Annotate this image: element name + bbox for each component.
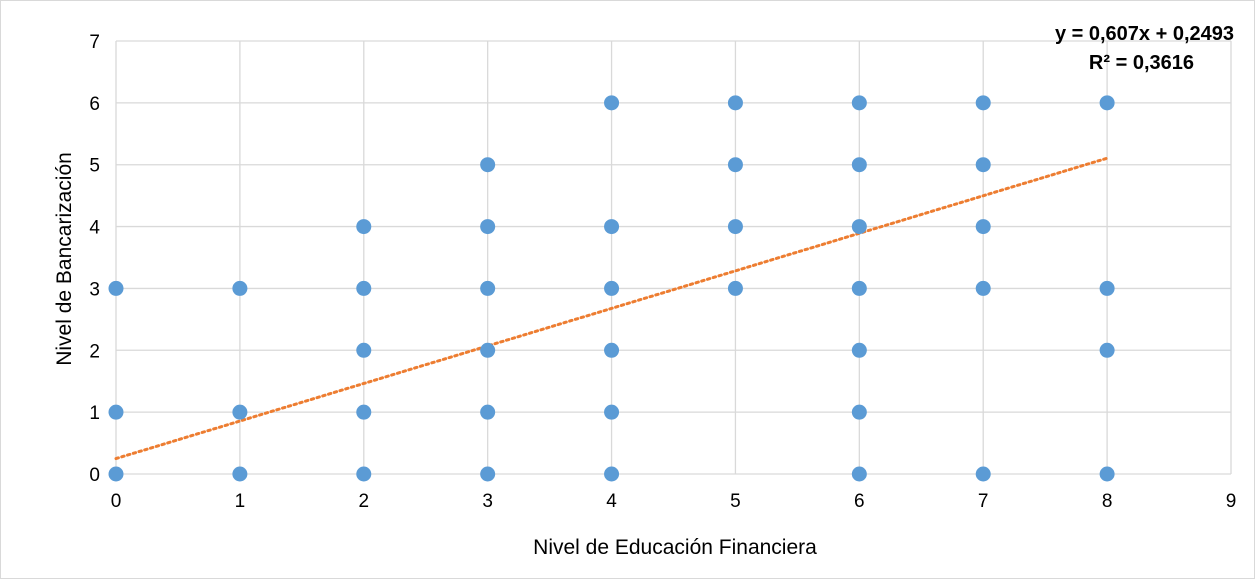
data-point xyxy=(232,404,248,420)
data-point xyxy=(975,280,991,296)
data-point xyxy=(851,280,867,296)
data-points xyxy=(108,95,1115,482)
data-point xyxy=(356,342,372,358)
y-tick-label: 2 xyxy=(89,341,100,362)
linear-trendline xyxy=(114,156,1109,461)
data-point xyxy=(975,95,991,111)
data-point xyxy=(1099,342,1115,358)
y-axis-ticks: 0 1 2 3 4 5 6 7 xyxy=(89,32,100,486)
y-axis-title: Nivel de Bancarización xyxy=(53,152,76,366)
x-tick-label: 6 xyxy=(854,491,865,512)
trendline-layer xyxy=(114,156,1109,461)
data-point xyxy=(727,219,743,235)
data-point xyxy=(356,219,372,235)
data-point xyxy=(356,280,372,296)
data-point xyxy=(727,95,743,111)
x-tick-label: 0 xyxy=(111,491,122,512)
x-axis-ticks: 0 1 2 3 4 5 6 7 8 9 xyxy=(111,491,1237,512)
data-point xyxy=(851,219,867,235)
data-point xyxy=(480,280,496,296)
data-point xyxy=(604,466,620,482)
data-point xyxy=(108,280,124,296)
data-point xyxy=(604,404,620,420)
x-tick-label: 3 xyxy=(482,491,493,512)
data-point xyxy=(851,95,867,111)
data-point xyxy=(232,466,248,482)
x-axis-title: Nivel de Educación Financiera xyxy=(533,536,817,559)
data-point xyxy=(727,280,743,296)
data-point xyxy=(356,466,372,482)
data-point xyxy=(480,404,496,420)
data-point xyxy=(356,404,372,420)
data-point xyxy=(1099,95,1115,111)
data-point xyxy=(108,404,124,420)
data-point xyxy=(604,342,620,358)
y-tick-label: 0 xyxy=(89,465,100,486)
x-tick-label: 4 xyxy=(606,491,617,512)
data-point xyxy=(604,219,620,235)
data-point xyxy=(604,280,620,296)
data-point xyxy=(975,157,991,173)
data-point xyxy=(851,466,867,482)
data-point xyxy=(604,95,620,111)
x-tick-label: 7 xyxy=(978,491,989,512)
data-point xyxy=(851,404,867,420)
data-point xyxy=(108,466,124,482)
data-point xyxy=(851,342,867,358)
data-point xyxy=(480,342,496,358)
y-tick-label: 5 xyxy=(89,156,100,177)
data-point xyxy=(975,219,991,235)
y-tick-label: 3 xyxy=(89,279,100,300)
y-tick-label: 6 xyxy=(89,94,100,115)
data-point xyxy=(851,157,867,173)
data-point xyxy=(480,157,496,173)
data-point xyxy=(727,157,743,173)
trendline-equation: y = 0,607x + 0,2493 xyxy=(1055,23,1234,45)
data-point xyxy=(975,466,991,482)
data-point xyxy=(1099,280,1115,296)
data-point xyxy=(232,280,248,296)
y-tick-label: 7 xyxy=(89,32,100,53)
data-point xyxy=(480,219,496,235)
data-point xyxy=(1099,466,1115,482)
trendline-r-squared: R² = 0,3616 xyxy=(1089,52,1194,74)
x-tick-label: 8 xyxy=(1102,491,1113,512)
y-tick-label: 1 xyxy=(89,403,100,424)
x-tick-label: 9 xyxy=(1226,491,1237,512)
x-tick-label: 2 xyxy=(358,491,369,512)
data-point xyxy=(480,466,496,482)
y-tick-label: 4 xyxy=(89,218,100,239)
x-tick-label: 5 xyxy=(730,491,741,512)
x-tick-label: 1 xyxy=(235,491,246,512)
